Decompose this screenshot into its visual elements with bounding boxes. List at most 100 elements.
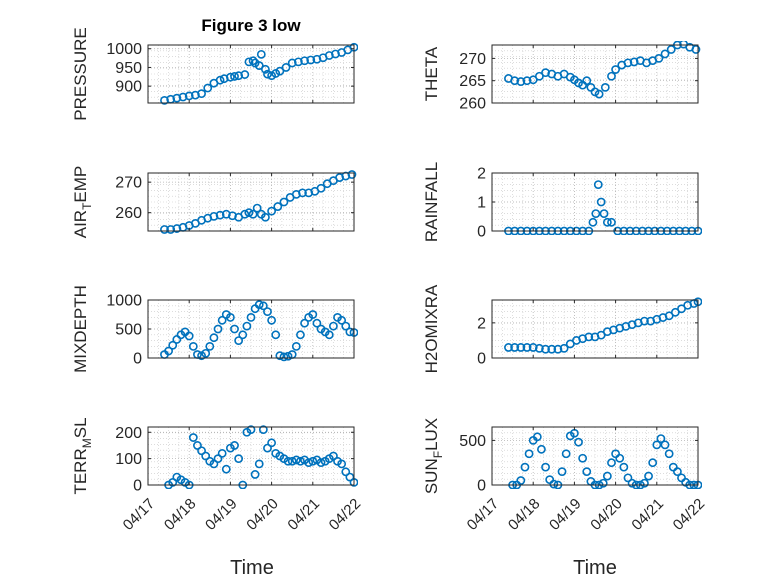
data-point — [541, 462, 550, 472]
data-point — [263, 307, 272, 316]
data-point — [242, 321, 252, 331]
data-point — [534, 343, 544, 353]
data-point — [248, 56, 258, 66]
data-point — [561, 449, 571, 459]
data-point — [188, 341, 198, 351]
subplot-6: 0 2 H2OMIXRA — [422, 284, 702, 373]
data-markers — [504, 297, 702, 354]
y-tick-label: 260 — [459, 96, 486, 113]
data-point — [541, 68, 550, 78]
data-point — [574, 437, 583, 447]
y-axis-label-main: AIR — [71, 210, 90, 238]
subplot-1: 900 950 1000 PRESSURE Figure 3 low — [71, 16, 358, 121]
data-point — [160, 95, 169, 105]
data-point — [528, 75, 538, 85]
y-axis-label: RAINFALL — [422, 162, 441, 242]
y-axis-label-main: TERR — [71, 448, 90, 494]
data-point — [588, 217, 598, 227]
data-point — [217, 448, 227, 458]
data-point — [599, 209, 609, 218]
data-point — [209, 459, 219, 469]
data-point — [267, 206, 276, 216]
axes-frame — [147, 172, 355, 232]
data-point — [246, 425, 256, 435]
data-point — [602, 217, 612, 227]
data-point — [666, 45, 676, 54]
y-axis-label-main: MIXDEPTH — [71, 285, 90, 373]
data-point — [252, 203, 262, 213]
data-point — [279, 352, 289, 362]
data-point — [596, 197, 606, 207]
data-point — [337, 459, 347, 469]
data-point — [522, 343, 532, 352]
subplot-4: 0 1 2 RAINFALL — [422, 162, 702, 242]
data-point — [279, 197, 289, 207]
data-point — [347, 170, 357, 179]
data-point — [197, 89, 206, 99]
data-point — [244, 208, 254, 218]
data-point — [205, 341, 215, 351]
data-point — [300, 56, 309, 66]
data-point — [516, 343, 526, 352]
axes-frame — [147, 426, 355, 486]
data-point — [582, 76, 592, 86]
data-point — [293, 57, 303, 67]
data-point — [248, 209, 258, 219]
data-point — [215, 75, 225, 85]
data-point — [607, 217, 616, 227]
data-point — [619, 462, 629, 472]
data-point — [337, 315, 347, 325]
x-axis-label-right: Time — [573, 557, 617, 579]
data-point — [578, 453, 588, 463]
data-point — [287, 456, 297, 466]
data-point — [308, 310, 318, 319]
data-point — [591, 209, 601, 218]
y-tick-label: 200 — [115, 425, 142, 442]
data-point — [532, 432, 542, 442]
y-axis-label: PRESSURE — [71, 27, 90, 121]
y-tick-label: 1000 — [106, 293, 142, 310]
data-point — [534, 71, 544, 81]
y-axis-label: MIXDEPTH — [71, 285, 90, 373]
data-point — [213, 324, 223, 334]
data-point — [225, 72, 235, 82]
y-tick-label: 100 — [115, 451, 142, 468]
y-tick-label: 2 — [477, 315, 486, 332]
data-point — [261, 212, 270, 222]
data-point — [234, 336, 244, 345]
data-point — [263, 443, 272, 453]
y-axis-label-tail: LUX — [422, 418, 441, 451]
data-point — [664, 449, 674, 459]
data-point — [341, 467, 351, 477]
data-point — [660, 49, 670, 59]
data-point — [593, 180, 603, 189]
data-point — [275, 66, 285, 76]
data-point — [341, 321, 351, 331]
data-point — [168, 477, 178, 487]
data-point — [184, 331, 194, 341]
data-point — [541, 344, 550, 354]
data-point — [615, 453, 625, 463]
data-point — [582, 467, 592, 477]
data-point — [238, 330, 248, 340]
data-point — [273, 202, 283, 211]
data-point — [504, 343, 513, 352]
data-point — [166, 225, 176, 234]
data-point — [640, 478, 649, 488]
data-point — [296, 330, 305, 340]
data-point — [559, 343, 569, 353]
data-point — [296, 456, 305, 466]
data-point — [528, 343, 538, 352]
data-point — [691, 45, 701, 54]
subplot-3: 260 270 AIRTEMP — [71, 166, 357, 238]
data-point — [193, 441, 202, 450]
y-axis-label-tail: EMP — [71, 166, 90, 203]
data-point — [287, 58, 297, 68]
data-point — [240, 209, 250, 219]
y-tick-label: 265 — [459, 73, 486, 90]
data-point — [172, 224, 182, 233]
y-axis-label-main: SUN — [422, 458, 441, 494]
data-point — [275, 351, 285, 361]
data-point — [291, 455, 301, 465]
data-point — [246, 312, 256, 322]
